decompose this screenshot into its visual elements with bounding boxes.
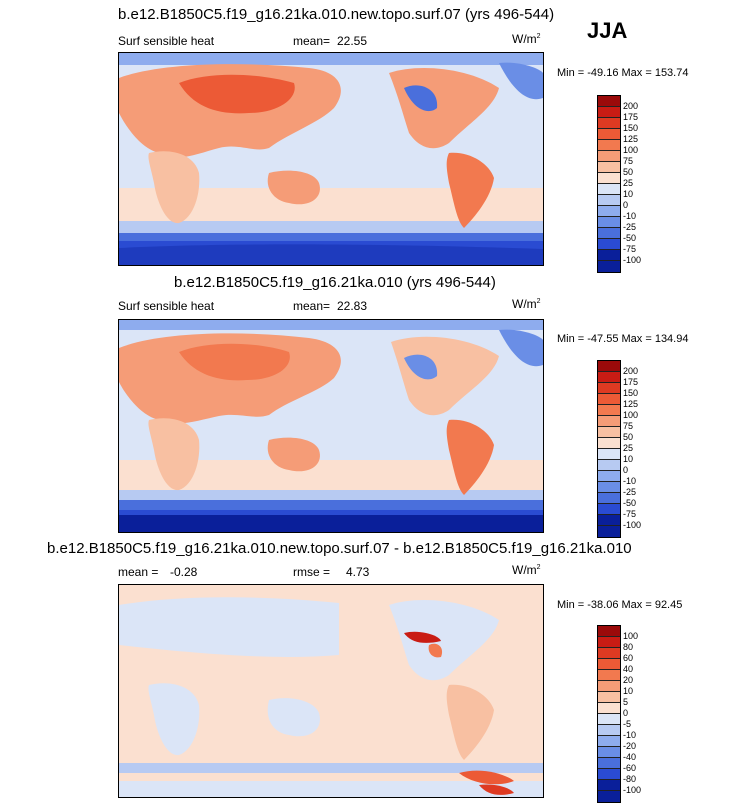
panel-2-cbar-label: 150: [623, 388, 639, 398]
panel-1-cbar-label: 50: [623, 167, 634, 177]
panel-2-units: W/m2: [512, 297, 541, 311]
panel-3-map: [118, 584, 544, 798]
panel-2-cbar-label: 200: [623, 366, 639, 376]
panel-1-cbar-label: 0: [623, 200, 629, 210]
panel-1-cbar-label: 75: [623, 156, 634, 166]
panel-3-cbar-label: -40: [623, 752, 637, 762]
panel-3-cbar-label: -80: [623, 774, 637, 784]
season-label: JJA: [587, 18, 628, 43]
panel-1-cbar-label: 200: [623, 101, 639, 111]
panel-3-cbar-label: 60: [623, 653, 634, 663]
panel-1-cbar-label: 150: [623, 123, 639, 133]
panel-2-cbar-label: 0: [623, 465, 629, 475]
panel-2-cbar-label: 25: [623, 443, 634, 453]
panel-1-units: W/m2: [512, 32, 541, 46]
panel-2-title: b.e12.B1850C5.f19_g16.21ka.010 (yrs 496-…: [174, 274, 496, 291]
panel-2-cbar-label: -75: [623, 509, 637, 519]
panel-2-cbar-label: 50: [623, 432, 634, 442]
panel-2-variable: Surf sensible heat: [118, 299, 215, 313]
panel-3-colorbar: [597, 625, 621, 803]
panel-1-cbar-label: -50: [623, 233, 637, 243]
panel-2-mean-label: mean=: [293, 299, 331, 313]
panel-2-minmax: Min = -47.55 Max = 134.94: [557, 333, 689, 345]
panel-3-rmse-label: rmse =: [293, 565, 331, 579]
panel-2-colorbar: [597, 360, 621, 538]
panel-1-cbar-label: 100: [623, 145, 639, 155]
panel-2-map-field: [119, 320, 543, 532]
panel-1-cbar-label: -25: [623, 222, 637, 232]
panel-3-cbar-label: -60: [623, 763, 637, 773]
panel-3-title: b.e12.B1850C5.f19_g16.21ka.010.new.topo.…: [47, 540, 632, 557]
panel-1-map-field: [119, 53, 543, 265]
panel-3-cbar-label: -100: [623, 785, 642, 795]
panel-2-mean-value: 22.83: [337, 299, 368, 313]
panel-3-minmax: Min = -38.06 Max = 92.45: [557, 599, 683, 611]
panel-3-cbar-label: 5: [623, 697, 629, 707]
panel-1-mean-value: 22.55: [337, 34, 368, 48]
panel-1-minmax: Min = -49.16 Max = 153.74: [557, 67, 689, 79]
panel-1-cbar-label: 125: [623, 134, 639, 144]
panel-1-map: [118, 52, 544, 266]
panel-1-cbar-label: -100: [623, 255, 642, 265]
panel-1-colorbar: [597, 95, 621, 273]
panel-1-cbar-label: -10: [623, 211, 637, 221]
panel-2-cbar-label: 125: [623, 399, 639, 409]
panel-3-map-field: [119, 585, 543, 797]
panel-3-cbar-label: 100: [623, 631, 639, 641]
panel-3-units: W/m2: [512, 563, 541, 577]
panel-3-rmse-value: 4.73: [346, 565, 370, 579]
panel-3-cbar-label: -10: [623, 730, 637, 740]
panel-2-cbar-label: 100: [623, 410, 639, 420]
panel-2-cbar-label: -50: [623, 498, 637, 508]
panel-3-cbar-label: 80: [623, 642, 634, 652]
panel-3-cbar-label: -5: [623, 719, 632, 729]
panel-3-mean-label: mean =: [118, 565, 159, 579]
panel-1-cbar-label: 10: [623, 189, 634, 199]
panel-2-cbar-label: -100: [623, 520, 642, 530]
panel-2-cbar-label: 175: [623, 377, 639, 387]
panel-1-cbar-label: 175: [623, 112, 639, 122]
panel-3-cbar-label: -20: [623, 741, 637, 751]
panel-2-cbar-label: -25: [623, 487, 637, 497]
panel-1-cbar-label: -75: [623, 244, 637, 254]
panel-1-cbar-label: 25: [623, 178, 634, 188]
panel-2-cbar-label: 75: [623, 421, 634, 431]
panel-3-cbar-label: 40: [623, 664, 634, 674]
panel-1-variable: Surf sensible heat: [118, 34, 215, 48]
panel-2-map: [118, 319, 544, 533]
panel-2-cbar-label: 10: [623, 454, 634, 464]
panel-3-cbar-label: 20: [623, 675, 634, 685]
panel-3-cbar-label: 0: [623, 708, 629, 718]
panel-1-mean-label: mean=: [293, 34, 331, 48]
panel-3-mean-value: -0.28: [170, 565, 198, 579]
panel-2-cbar-label: -10: [623, 476, 637, 486]
panel-1-title: b.e12.B1850C5.f19_g16.21ka.010.new.topo.…: [118, 6, 555, 23]
panel-3-cbar-label: 10: [623, 686, 634, 696]
